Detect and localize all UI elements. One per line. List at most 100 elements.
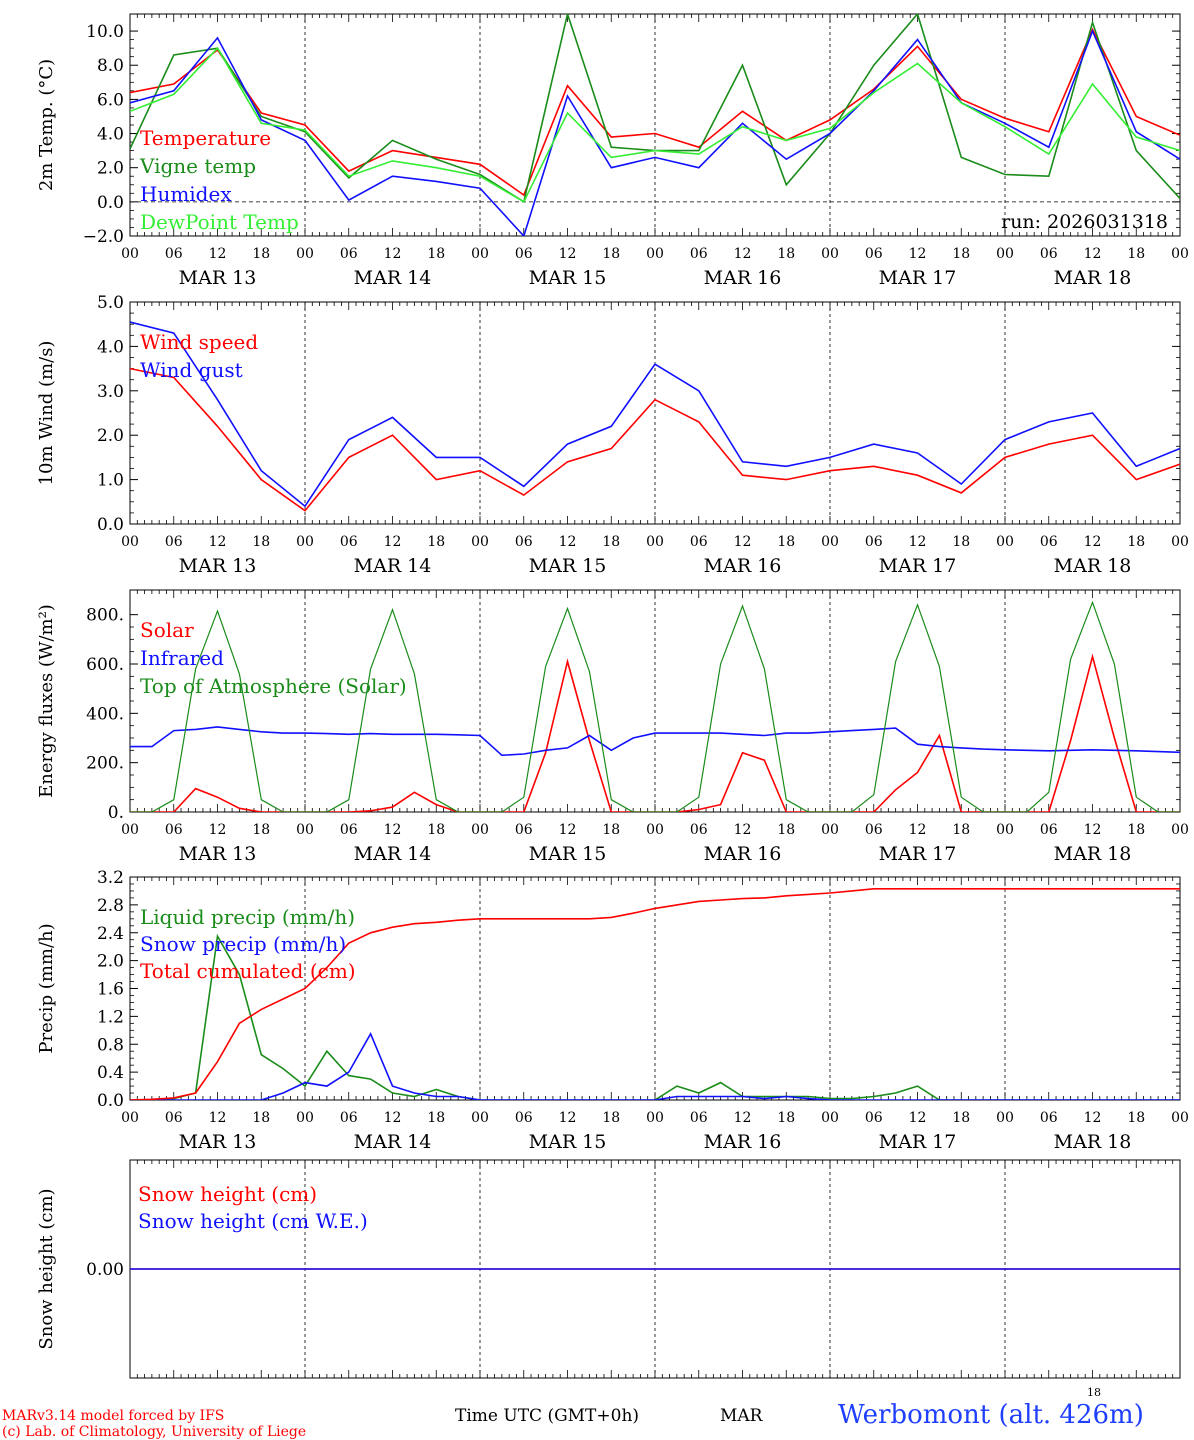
legend-entry: Snow height (cm) bbox=[138, 1182, 317, 1206]
x-tick-label: 00 bbox=[646, 246, 664, 262]
x-tick-label: 06 bbox=[165, 1110, 183, 1126]
x-tick-label: 00 bbox=[471, 1110, 489, 1126]
x-tick-label: 00 bbox=[996, 1110, 1014, 1126]
x-tick-label: 12 bbox=[209, 246, 227, 262]
x-tick-label: 00 bbox=[1171, 534, 1189, 550]
x-tick-label: 18 bbox=[1127, 1110, 1145, 1126]
x-tick-label: 18 bbox=[777, 246, 795, 262]
day-label: MAR 18 bbox=[1054, 267, 1132, 289]
x-tick-label: 00 bbox=[821, 246, 839, 262]
y-tick-label: 4.0 bbox=[97, 337, 124, 357]
legend-entry: Temperature bbox=[140, 126, 271, 150]
day-label: MAR 17 bbox=[879, 555, 957, 577]
series-line-vigne-temp bbox=[130, 14, 1180, 204]
x-tick-label: 18 bbox=[952, 1110, 970, 1126]
x-tick-label: 12 bbox=[559, 822, 577, 838]
x-tick-label: 00 bbox=[121, 822, 139, 838]
x-tick-label: 12 bbox=[209, 534, 227, 550]
y-axis-title: 10m Wind (m/s) bbox=[36, 341, 57, 486]
x-tick-label: 12 bbox=[209, 1110, 227, 1126]
y-tick-label: 2.8 bbox=[97, 896, 124, 916]
x-tick-label: 18 bbox=[777, 822, 795, 838]
x-tick-label: 18 bbox=[952, 534, 970, 550]
series-group bbox=[130, 600, 1180, 812]
x-tick-label: 00 bbox=[1171, 246, 1189, 262]
day-label: MAR 16 bbox=[704, 555, 782, 577]
x-tick-label: 06 bbox=[865, 822, 883, 838]
x-tick-label: 06 bbox=[340, 822, 358, 838]
x-tick-label: 06 bbox=[1040, 246, 1058, 262]
x-tick-label: 06 bbox=[515, 1110, 533, 1126]
x-tick-label: 18 bbox=[602, 822, 620, 838]
x-tick-label: 06 bbox=[865, 1110, 883, 1126]
series-line-snow-precip-mm-h bbox=[130, 1031, 1180, 1100]
x-tick-label: 06 bbox=[340, 534, 358, 550]
day-label: MAR 18 bbox=[1054, 1131, 1132, 1153]
x-tick-label: 18 bbox=[952, 246, 970, 262]
x-tick-label: 12 bbox=[559, 534, 577, 550]
x-tick-label: 12 bbox=[909, 1110, 927, 1126]
x-tick-label: 06 bbox=[690, 1110, 708, 1126]
x-tick-label: 00 bbox=[471, 246, 489, 262]
x-tick-label: 18 bbox=[252, 534, 270, 550]
day-label: MAR 15 bbox=[529, 843, 607, 865]
series-line-dewpoint-temp bbox=[130, 46, 1180, 203]
y-tick-label: 0. bbox=[108, 803, 124, 823]
x-tick-label: 12 bbox=[909, 534, 927, 550]
y-tick-label: 800. bbox=[86, 606, 124, 626]
x-tick-label: 18 bbox=[427, 534, 445, 550]
x-tick-label: 12 bbox=[559, 1110, 577, 1126]
day-label: MAR 14 bbox=[354, 267, 432, 289]
legend-entry: Top of Atmosphere (Solar) bbox=[140, 674, 407, 698]
x-tick-label: 18 bbox=[1127, 534, 1145, 550]
series-line-temperature bbox=[130, 27, 1180, 197]
x-tick-label: 00 bbox=[471, 534, 489, 550]
y-tick-label: 8.0 bbox=[97, 56, 124, 76]
x-tick-label: 06 bbox=[515, 246, 533, 262]
x-tick-label: 06 bbox=[690, 246, 708, 262]
day-label: MAR 16 bbox=[704, 1131, 782, 1153]
x-tick-label: 12 bbox=[209, 822, 227, 838]
x-tick-label: 00 bbox=[296, 1110, 314, 1126]
y-tick-label: 3.0 bbox=[97, 382, 124, 402]
day-label: MAR 13 bbox=[179, 843, 257, 865]
legend-entry: Wind gust bbox=[140, 358, 243, 382]
x-tick-label: 00 bbox=[296, 822, 314, 838]
x-tick-label: 00 bbox=[296, 534, 314, 550]
time-axis-month: MAR bbox=[720, 1406, 763, 1426]
series-line-liquid-precip-mm-h bbox=[130, 933, 1180, 1100]
x-tick-label: 06 bbox=[690, 534, 708, 550]
x-tick-label: 18 bbox=[602, 246, 620, 262]
day-label: MAR 17 bbox=[879, 1131, 957, 1153]
x-tick-label: 00 bbox=[646, 822, 664, 838]
x-tick-label: 12 bbox=[1084, 1110, 1102, 1126]
day-label: MAR 14 bbox=[354, 1131, 432, 1153]
series-group bbox=[130, 887, 1180, 1100]
legend-entry: Wind speed bbox=[140, 330, 258, 354]
series-line-total-cumulated-cm bbox=[130, 887, 1180, 1100]
day-label: MAR 15 bbox=[529, 267, 607, 289]
x-tick-label: 12 bbox=[1084, 246, 1102, 262]
x-tick-label: 18 bbox=[427, 1110, 445, 1126]
day-label: MAR 17 bbox=[879, 267, 957, 289]
station-name: Werbomont (alt. 426m) bbox=[838, 1400, 1144, 1430]
x-tick-label: 06 bbox=[1040, 822, 1058, 838]
x-tick-label: 06 bbox=[1040, 1110, 1058, 1126]
x-tick-label: 00 bbox=[996, 534, 1014, 550]
day-label: MAR 17 bbox=[879, 843, 957, 865]
x-tick-label: 12 bbox=[909, 246, 927, 262]
x-tick-label: 00 bbox=[821, 1110, 839, 1126]
x-tick-label: 18 bbox=[602, 534, 620, 550]
x-tick-label: 12 bbox=[909, 822, 927, 838]
x-tick-label: 00 bbox=[996, 822, 1014, 838]
x-tick-label: 00 bbox=[121, 1110, 139, 1126]
chart-panel-1: −2.0 0.0 2.0 4.0 6.0 8.0 10.0 2m Temp. (°C) 00 06… bbox=[36, 13, 1189, 289]
x-tick-label: 06 bbox=[865, 246, 883, 262]
y-tick-label: 3.2 bbox=[97, 868, 124, 888]
legend-entry: DewPoint Temp bbox=[140, 210, 299, 234]
x-tick-label: 00 bbox=[1171, 1110, 1189, 1126]
x-tick-label: 00 bbox=[821, 534, 839, 550]
y-tick-label: 0.8 bbox=[97, 1035, 124, 1055]
x-tick-label: 18 bbox=[252, 1110, 270, 1126]
